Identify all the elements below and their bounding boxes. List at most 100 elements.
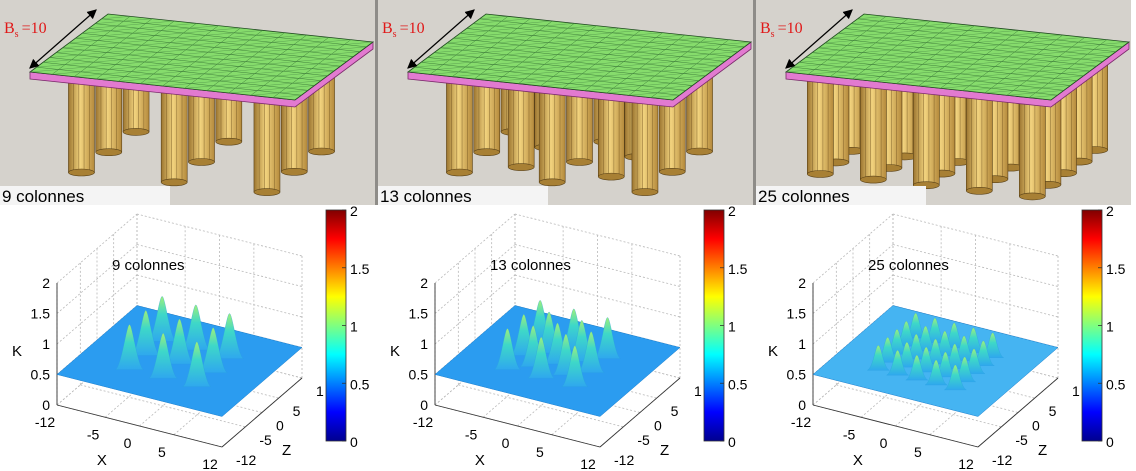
colorbar-tick-label: 0 — [350, 434, 358, 450]
panel-caption: 13 colonnes — [380, 187, 472, 206]
column — [632, 94, 658, 196]
column — [1019, 98, 1045, 199]
colorbar-tick-label: 1 — [1106, 319, 1114, 335]
dimension-value: =10 — [778, 20, 803, 37]
k-tick-label: 0.5 — [787, 367, 807, 383]
grid-line — [813, 245, 893, 314]
column-base — [161, 179, 187, 186]
dimension-symbol: B — [382, 20, 393, 37]
plot-title: 9 colonnes — [112, 257, 185, 274]
panel-separator — [375, 0, 378, 205]
depth-tick-label: 1 — [316, 383, 324, 399]
x-tick-label: -12 — [413, 414, 433, 430]
x-tick-label: 5 — [914, 444, 922, 460]
column-base — [446, 169, 472, 176]
column-body — [913, 87, 939, 185]
dimension-subscript: s — [15, 29, 19, 40]
k-tick-label: 1.5 — [409, 306, 429, 322]
k-tick-label: 1.5 — [31, 306, 51, 322]
x-tick-label: 0 — [880, 435, 888, 451]
x-tick-label: 5 — [158, 444, 166, 460]
surface-plot: 00.511.52-12-50512-12-5051XZK25 colonnes… — [768, 203, 1126, 471]
colorbar-tick-label: 2 — [1106, 203, 1114, 219]
k-tick-label: 1 — [42, 336, 50, 352]
x-axis — [813, 405, 978, 447]
k-tick-label: 2 — [798, 275, 806, 291]
dimension-symbol: B — [4, 20, 15, 37]
x-axis — [435, 405, 600, 447]
depth-tick-label: -12 — [236, 452, 256, 468]
column-body — [807, 76, 833, 174]
column-base — [966, 187, 992, 194]
depth-tick-label: -12 — [992, 452, 1012, 468]
column-base — [659, 168, 685, 175]
depth-tick-label: -5 — [259, 432, 272, 448]
column-base — [189, 159, 215, 166]
dimension-symbol: B — [760, 20, 771, 37]
depth-tick-label: 1 — [694, 383, 702, 399]
column-base — [216, 138, 242, 145]
column-base — [860, 176, 886, 183]
colorbar-tick-label: 0.5 — [1106, 376, 1126, 392]
k-tick-label: 0.5 — [31, 367, 51, 383]
column-base — [309, 148, 335, 155]
column-base — [96, 149, 122, 156]
column-body — [966, 93, 992, 191]
x-tick-label: -5 — [843, 426, 856, 442]
column-base — [539, 179, 565, 186]
column — [807, 76, 833, 178]
depth-tick-label: 5 — [671, 403, 679, 419]
column-body — [68, 75, 94, 173]
dimension-subscript: s — [393, 29, 397, 40]
x-tick-label: 5 — [536, 444, 544, 460]
model-panel: Bs=109 colonnes — [0, 0, 375, 206]
colorbar-tick-label: 1.5 — [1106, 261, 1126, 277]
x-tick-label: 12 — [202, 456, 218, 471]
panel-caption: 9 colonnes — [2, 187, 84, 206]
k-tick-label: 0 — [798, 397, 806, 413]
surface-plot: 00.511.52-12-50512-12-5051XZK9 colonnes0… — [12, 203, 370, 471]
k-axis-label: K — [12, 343, 22, 360]
k-tick-label: 0 — [42, 397, 50, 413]
plot-title: 25 colonnes — [868, 257, 949, 274]
column — [68, 75, 94, 177]
depth-tick-label: 0 — [276, 418, 284, 434]
column-base — [68, 169, 94, 176]
column-base — [632, 189, 658, 196]
column — [913, 87, 939, 189]
depth-tick-label: 0 — [654, 418, 662, 434]
column-base — [474, 149, 500, 156]
page: {"top_panels": [ {"symbol": "B", "subscr… — [0, 0, 1136, 471]
x-tick-label: 0 — [124, 435, 132, 451]
k-axis-label: K — [390, 343, 400, 360]
column-base — [508, 164, 534, 171]
column — [539, 84, 565, 186]
column-base — [254, 189, 280, 196]
depth-axis-label: Z — [660, 442, 669, 459]
column-base — [807, 171, 833, 178]
depth-tick-label: 5 — [1049, 403, 1057, 419]
depth-tick-label: 5 — [293, 403, 301, 419]
column — [161, 84, 187, 186]
column-base — [567, 159, 593, 166]
grid-line — [57, 245, 137, 314]
x-tick-label: -5 — [465, 426, 478, 442]
x-axis-label: X — [97, 452, 107, 469]
column-body — [539, 84, 565, 182]
colorbar-tick-label: 1 — [350, 319, 358, 335]
column-body — [254, 94, 280, 192]
x-axis-label: X — [475, 452, 485, 469]
depth-axis-label: Z — [282, 442, 291, 459]
column — [446, 75, 472, 177]
depth-tick-label: -5 — [1015, 432, 1028, 448]
grid-line — [435, 245, 515, 314]
column-base — [598, 173, 624, 180]
colorbar-tick-label: 2 — [350, 203, 358, 219]
depth-tick-label: 0 — [1032, 418, 1040, 434]
x-tick-label: 0 — [502, 435, 510, 451]
column-base — [687, 148, 713, 155]
column-body — [446, 75, 472, 173]
colorbar-tick-label: 0.5 — [350, 376, 370, 392]
panel-separator — [753, 0, 756, 205]
column — [966, 93, 992, 195]
